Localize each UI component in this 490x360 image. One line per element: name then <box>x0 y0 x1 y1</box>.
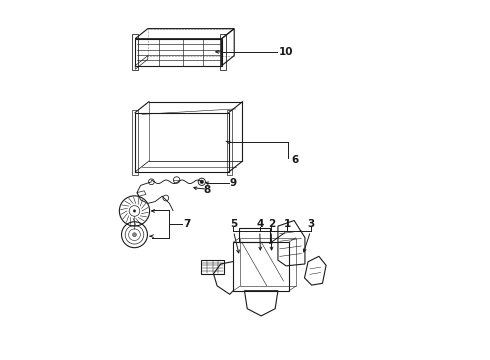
Text: 5: 5 <box>230 219 237 229</box>
Circle shape <box>132 233 136 237</box>
Text: 3: 3 <box>307 219 314 229</box>
Circle shape <box>133 210 136 212</box>
Text: 7: 7 <box>184 219 191 229</box>
Text: 1: 1 <box>284 219 291 229</box>
Text: 6: 6 <box>292 155 299 165</box>
Text: 10: 10 <box>279 47 294 57</box>
Text: 9: 9 <box>229 178 237 188</box>
Text: 4: 4 <box>256 219 264 229</box>
Text: 2: 2 <box>268 219 275 229</box>
Text: 8: 8 <box>203 185 211 195</box>
Circle shape <box>200 180 204 184</box>
